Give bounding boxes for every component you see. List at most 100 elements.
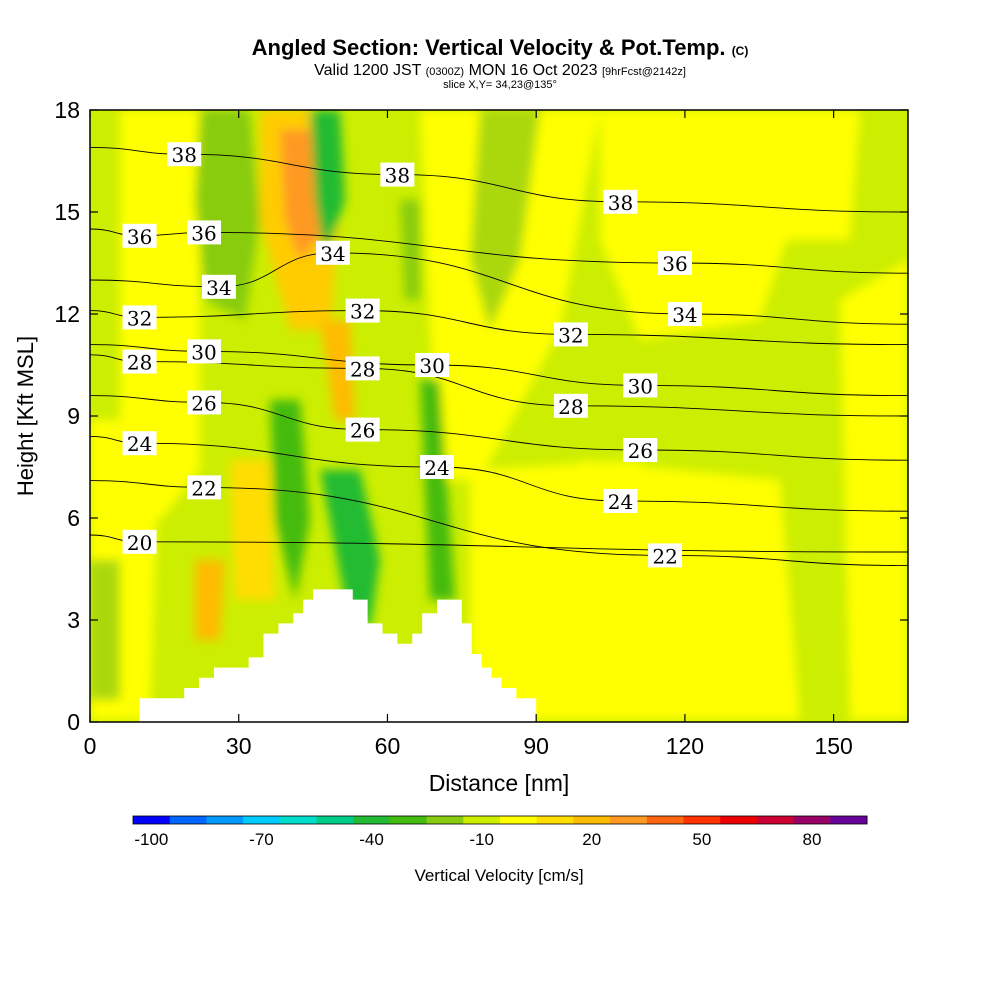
colorbar-tick-label: 80 xyxy=(802,830,821,849)
colorbar-tick-label: -40 xyxy=(359,830,384,849)
isentrope-label-bg xyxy=(667,302,702,326)
isentrope-label-text: 38 xyxy=(171,143,196,167)
isentrope-label-text: 32 xyxy=(127,306,152,330)
isentrope-label-bg xyxy=(623,438,658,462)
isentrope-label: 36 xyxy=(187,220,222,245)
isentrope-label-text: 20 xyxy=(127,531,152,555)
isentrope-label-bg xyxy=(187,339,222,364)
chart-title-block: Angled Section: Vertical Velocity & Pot.… xyxy=(0,36,1000,91)
x-tick-label: 0 xyxy=(84,733,97,759)
valid-utc: (0300Z) xyxy=(425,66,465,78)
isentrope-label: 36 xyxy=(122,223,157,249)
isentrope-label: 34 xyxy=(667,302,702,327)
isentrope-label-bg xyxy=(187,220,222,245)
colorbar-tick-label: -10 xyxy=(469,830,494,849)
isentrope-label-text: 28 xyxy=(350,357,375,381)
isentrope-label: 34 xyxy=(315,240,350,266)
colorbar-swatch xyxy=(756,816,795,824)
downdraft-region xyxy=(90,560,120,700)
downdraft-region xyxy=(320,470,380,630)
updraft-region xyxy=(230,460,275,600)
isentrope-label-text: 22 xyxy=(191,476,216,500)
isentrope-label-text: 32 xyxy=(350,300,375,324)
isentrope-label-text: 30 xyxy=(419,354,444,378)
colorbar-tick-label: 20 xyxy=(582,830,601,849)
isentrope-label-bg xyxy=(623,373,658,398)
isentrope-label-text: 24 xyxy=(127,432,152,456)
updraft-region xyxy=(120,110,200,520)
colorbar-swatch xyxy=(353,816,391,824)
vertical-velocity-field: 38 38 38 36 36 34 36 34 32 34 32 32 30 28 28 30 30 26 28 26… xyxy=(90,110,908,722)
isentrope-label: 32 xyxy=(345,298,380,324)
updraft-region xyxy=(420,110,600,480)
isentrope-label-bg xyxy=(553,322,588,347)
colorbar-swatch xyxy=(610,816,648,824)
colorbar: -100 -70 -40 -10 20 50 80 xyxy=(132,815,868,849)
colorbar-frame xyxy=(132,815,868,825)
isentrope-label: 28 xyxy=(345,356,380,381)
updraft-region xyxy=(580,460,800,720)
y-tick-label: 12 xyxy=(54,301,80,327)
isentrope-line xyxy=(90,252,908,325)
isentrope-label-bg xyxy=(187,475,222,500)
isentrope-label-bg xyxy=(167,142,202,167)
chart-subtitle: Valid 1200 JST (0300Z) MON 16 Oct 2023 [… xyxy=(0,63,1000,80)
isentrope-label-text: 34 xyxy=(320,242,345,266)
isentrope-label-bg xyxy=(187,390,222,415)
colorbar-swatch xyxy=(720,816,758,824)
chart-title-main: Angled Section: Vertical Velocity & Pot.… xyxy=(251,35,726,60)
updraft-region xyxy=(840,260,908,720)
y-tick-label: 3 xyxy=(67,607,80,633)
isentrope-label: 26 xyxy=(187,390,222,415)
isentrope-label-text: 28 xyxy=(558,395,583,419)
isentrope-label: 22 xyxy=(648,543,683,568)
isentrope-label: 30 xyxy=(187,339,222,364)
isentrope-label-text: 34 xyxy=(672,303,697,327)
y-tick-label: 9 xyxy=(67,403,80,429)
isentrope-label-bg xyxy=(122,431,157,456)
isentrope-label-text: 32 xyxy=(558,323,583,347)
isentrope-label-text: 26 xyxy=(191,391,216,415)
colorbar-swatch xyxy=(279,816,317,824)
chart-title: Angled Section: Vertical Velocity & Pot.… xyxy=(0,36,1000,63)
isentrope-label: 38 xyxy=(603,189,638,215)
isentrope-label: 24 xyxy=(420,455,455,480)
colorbar-swatch xyxy=(793,816,831,824)
isentrope-label: 26 xyxy=(345,417,380,443)
isentrope-label: 26 xyxy=(623,438,658,463)
downdraft-region xyxy=(470,110,540,330)
isentrope-label-bg xyxy=(415,353,450,377)
isentrope-label-bg xyxy=(648,543,683,568)
isentrope-label-bg xyxy=(122,349,157,374)
slice-info: slice X,Y= 34,23@135° xyxy=(443,79,557,91)
isentrope-label-bg xyxy=(603,489,638,513)
isentrope-label: 24 xyxy=(122,431,157,456)
isentrope-label-bg xyxy=(380,162,415,187)
isentrope-label-bg xyxy=(345,417,380,442)
isentrope-label-text: 24 xyxy=(608,490,633,514)
colorbar-swatch xyxy=(646,816,684,824)
isentrope-label: 32 xyxy=(122,305,157,330)
colorbar-tick-label: -100 xyxy=(134,830,168,849)
isentrope-label: 38 xyxy=(167,142,202,167)
isentrope-label-text: 34 xyxy=(206,276,231,300)
colorbar-swatch xyxy=(830,816,868,824)
isentrope-label-bg xyxy=(122,529,157,554)
isentrope-label: 32 xyxy=(553,322,588,347)
x-tick-label: 120 xyxy=(666,733,704,759)
isentrope-line xyxy=(90,480,908,567)
colorbar-swatch xyxy=(536,816,574,824)
isentrope-label-text: 22 xyxy=(652,544,677,568)
isentrope-label-bg xyxy=(657,251,692,275)
isentrope-label: 34 xyxy=(201,274,236,300)
isentrope-label-text: 38 xyxy=(385,164,410,188)
downdraft-region xyxy=(195,110,260,320)
colorbar-swatch xyxy=(316,816,354,824)
isentrope-label-text: 36 xyxy=(127,225,152,249)
y-axis-label: Height [Kft MSL] xyxy=(13,336,38,496)
isentrope-label: 38 xyxy=(380,162,415,188)
isentrope-label-text: 30 xyxy=(191,340,216,364)
isentrope-label-bg xyxy=(553,393,588,418)
isentrope-label: 28 xyxy=(553,393,588,419)
